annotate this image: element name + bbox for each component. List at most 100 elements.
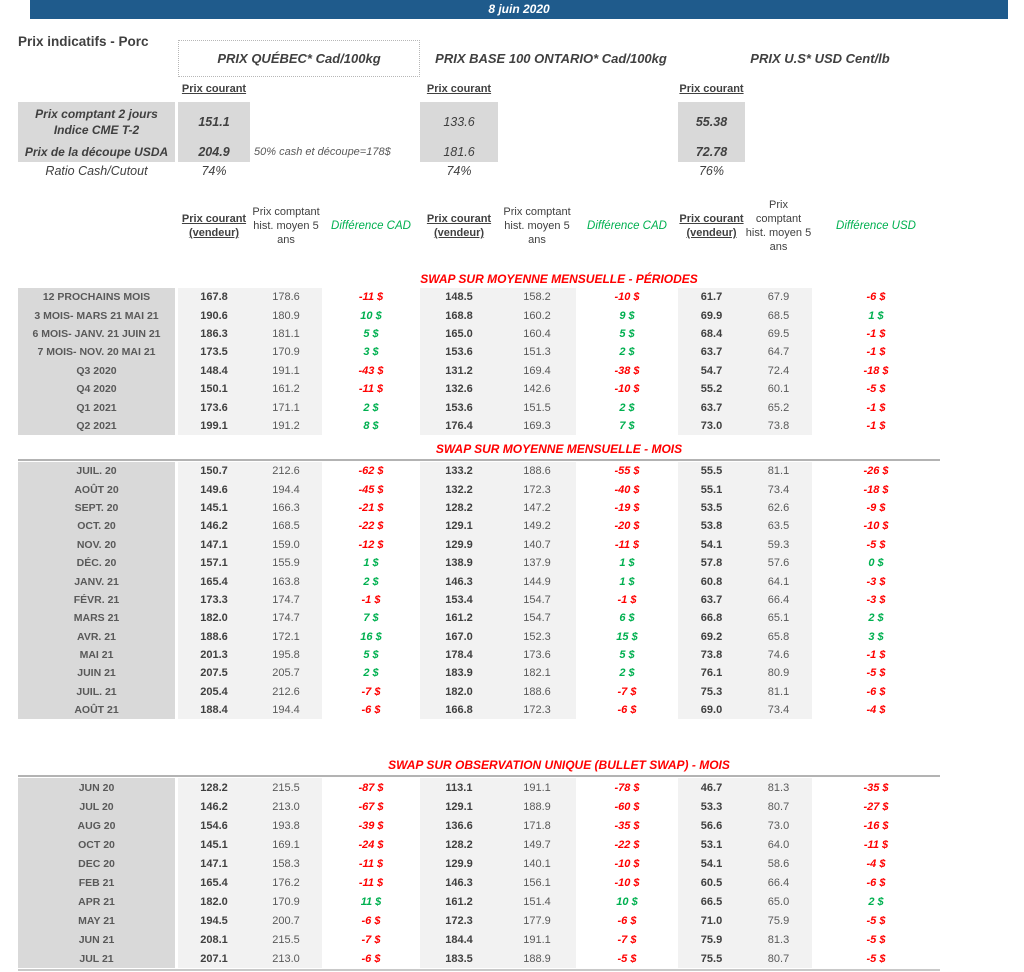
price-cell: 205.7 — [250, 664, 322, 683]
difference-cell: -38 $ — [614, 364, 640, 377]
difference-cell: -27 $ — [863, 800, 889, 813]
price-cell: 215.5 — [250, 930, 322, 949]
difference-cell: -18 $ — [863, 483, 889, 496]
table-row: Q2 2021 199.1 191.2 8 $ 176.4 169.3 7 $ 73.0 73.… — [18, 416, 940, 436]
difference-cell: -4 $ — [866, 857, 886, 870]
price-cell: 53.1 — [678, 835, 745, 854]
price-cell: 68.5 — [745, 306, 812, 325]
price-cell: 188.6 — [178, 627, 250, 646]
price-cell: 169.4 — [498, 361, 576, 380]
section-title: SWAP SUR MOYENNE MENSUELLE - MOIS — [435, 442, 683, 456]
table-row: Q1 2021 173.6 171.1 2 $ 153.6 151.5 2 $ 63.7 65.… — [18, 398, 940, 417]
price-cell: 170.9 — [250, 892, 322, 911]
table-row: Q3 2020 148.4 191.1 -43 $ 131.2 169.4 -38 $ 54.… — [18, 361, 940, 380]
difference-cell: -5 $ — [866, 952, 886, 965]
us-group-title-wrap: PRIX U.S* USD Cent/lb — [700, 40, 940, 77]
table-row: JUIL. 21 205.4 212.6 -7 $ 182.0 188.6 -7 $ 75.3… — [18, 682, 940, 702]
difference-cell: -10 $ — [614, 383, 640, 396]
price-cell: 65.0 — [745, 892, 812, 911]
price-cell: 182.0 — [178, 892, 250, 911]
difference-cell: -67 $ — [358, 800, 384, 813]
price-cell: 174.7 — [250, 590, 322, 610]
quebec-ratio-value: 74% — [201, 164, 227, 178]
price-cell: 167.0 — [420, 627, 498, 646]
price-cell: 81.3 — [745, 778, 812, 797]
price-cell: 147.1 — [178, 854, 250, 873]
price-cell: 212.6 — [250, 462, 322, 481]
price-cell: 69.9 — [678, 306, 745, 325]
header-on-prix-comptant-hist: Prix comptant hist. moyen 5 ans — [503, 205, 571, 247]
price-cell: 55.5 — [678, 462, 745, 481]
price-cell: 150.7 — [178, 462, 250, 481]
price-cell: 128.2 — [178, 778, 250, 797]
difference-cell: -62 $ — [358, 465, 384, 478]
price-cell: 194.5 — [178, 911, 250, 930]
price-cell: 149.6 — [178, 480, 250, 499]
table-row: AVR. 21 188.6 172.1 16 $ 167.0 152.3 15 $ 69.2 6… — [18, 627, 940, 646]
price-cell: 74.6 — [745, 645, 812, 665]
difference-cell: -5 $ — [866, 933, 886, 946]
price-cell: 178.4 — [420, 645, 498, 665]
header-us-difference-usd: Différence USD — [836, 219, 916, 232]
difference-cell: -1 $ — [866, 401, 886, 414]
difference-cell: -1 $ — [866, 649, 886, 662]
price-cell: 191.1 — [498, 930, 576, 949]
price-cell: 147.2 — [498, 498, 576, 518]
table-row: NOV. 20 147.1 159.0 -12 $ 129.9 140.7 -11 $ 54.… — [18, 535, 940, 554]
price-cell: 60.5 — [678, 873, 745, 892]
difference-cell: 1 $ — [363, 557, 379, 570]
price-cell: 61.7 — [678, 288, 745, 307]
row-label: 3 MOIS- MARS 21 MAI 21 — [18, 306, 175, 325]
table-row: JUL 21 207.1 213.0 -6 $ 183.5 188.9 -5 $ 75.5 80… — [18, 949, 940, 968]
price-report-sheet: PRIX QUÉBEC* Cad/100kg PRIX BASE 100 ONT… — [18, 0, 940, 972]
difference-cell: -5 $ — [617, 952, 637, 965]
difference-cell: -1 $ — [866, 419, 886, 432]
ontario-usda-value: 181.6 — [443, 145, 475, 159]
price-cell: 193.8 — [250, 816, 322, 835]
price-cell: 151.5 — [498, 398, 576, 417]
us-usda-value: 72.78 — [695, 145, 728, 159]
table-row: JANV. 21 165.4 163.8 2 $ 146.3 144.9 1 $ 60.8 64… — [18, 572, 940, 591]
price-cell: 148.5 — [420, 288, 498, 307]
spot-label-line2: Indice CME T-2 — [53, 123, 140, 137]
price-cell: 63.7 — [678, 398, 745, 417]
price-cell: 65.8 — [745, 627, 812, 646]
price-cell: 182.0 — [178, 609, 250, 628]
table-row: APR 21 182.0 170.9 11 $ 161.2 151.4 10 $ 66.5 65… — [18, 892, 940, 911]
price-cell: 201.3 — [178, 645, 250, 665]
price-cell: 60.1 — [745, 379, 812, 399]
difference-cell: 3 $ — [363, 346, 379, 359]
date-banner: 8 juin 2020 — [30, 0, 1008, 19]
price-cell: 142.6 — [498, 379, 576, 399]
price-cell: 144.9 — [498, 572, 576, 591]
price-cell: 172.3 — [420, 911, 498, 930]
table-row: MAY 21 194.5 200.7 -6 $ 172.3 177.9 -6 $ 71.0 75… — [18, 911, 940, 930]
difference-cell: -5 $ — [866, 914, 886, 927]
price-cell: 80.7 — [745, 949, 812, 968]
difference-cell: -11 $ — [863, 838, 889, 851]
row-label: JANV. 21 — [18, 572, 175, 591]
price-cell: 73.0 — [678, 416, 745, 436]
difference-cell: 10 $ — [360, 309, 382, 322]
difference-cell: -12 $ — [358, 538, 384, 551]
difference-cell: -6 $ — [866, 685, 886, 698]
price-cell: 166.8 — [420, 701, 498, 720]
price-cell: 57.6 — [745, 553, 812, 573]
quebec-usda-value: 204.9 — [198, 145, 230, 159]
price-cell: 161.2 — [250, 379, 322, 399]
section-title: SWAP SUR OBSERVATION UNIQUE (BULLET SWAP… — [388, 758, 730, 772]
price-cell: 80.9 — [745, 664, 812, 683]
price-cell: 151.3 — [498, 343, 576, 362]
price-cell: 178.6 — [250, 288, 322, 307]
difference-cell: 7 $ — [619, 419, 635, 432]
price-cell: 73.4 — [745, 480, 812, 499]
table-row: JUIL. 20 150.7 212.6 -62 $ 133.2 188.6 -55 $ 55… — [18, 462, 940, 481]
difference-cell: 3 $ — [868, 630, 884, 643]
us-prix-courant-header: Prix courant — [679, 83, 744, 95]
us-cme-value: 55.38 — [695, 115, 728, 129]
difference-cell: 16 $ — [360, 630, 382, 643]
difference-cell: 5 $ — [363, 649, 379, 662]
row-label: AOÛT 21 — [18, 701, 175, 720]
price-cell: 75.9 — [745, 911, 812, 930]
price-cell: 146.3 — [420, 873, 498, 892]
